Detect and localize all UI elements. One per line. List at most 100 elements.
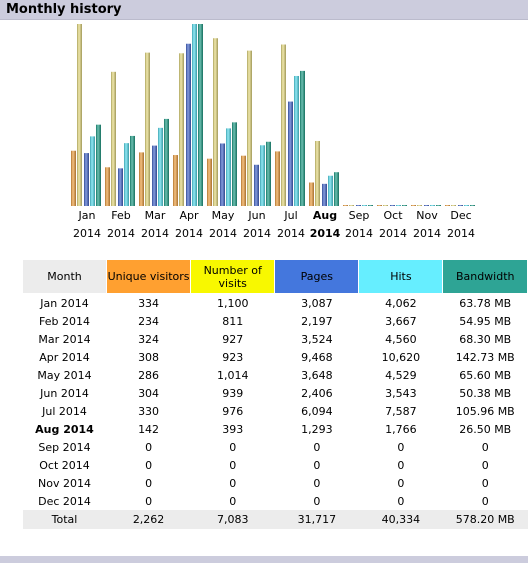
- cell-pages: 3,524: [301, 332, 333, 346]
- total-hits: 40,334: [358, 510, 443, 529]
- bar-hits: [362, 205, 367, 206]
- total-label: Total: [22, 510, 107, 529]
- header-number-of-visits: Number of visits: [190, 259, 276, 294]
- cell-bandwidth: 142.73 MB: [455, 350, 515, 364]
- bar-unique-visitors: [445, 205, 450, 206]
- month-label: Dec: [450, 209, 471, 222]
- cell-month: Jun 2014: [40, 386, 89, 400]
- cell-unique-visitors: 286: [138, 368, 160, 382]
- month-label: Mar: [145, 209, 166, 222]
- bar-bandwidth: [198, 24, 203, 206]
- section-header: Monthly history: [0, 0, 528, 20]
- table-total-row: Total 2,262 7,083 31,717 40,334 578.20 M…: [22, 510, 528, 529]
- bar-pages: [84, 153, 89, 206]
- bar-pages: [254, 164, 259, 206]
- bar-unique-visitors: [411, 205, 416, 206]
- bar-number-of-visits: [213, 38, 218, 206]
- month-label: 2014: [175, 227, 203, 240]
- cell-number-of-visits: 976: [222, 404, 244, 418]
- cell-bandwidth: 68.30 MB: [459, 332, 512, 346]
- bar-hits: [430, 205, 435, 206]
- cell-number-of-visits: 811: [222, 314, 244, 328]
- section-title: Monthly history: [6, 2, 122, 17]
- total-bandwidth: 578.20 MB: [442, 510, 528, 529]
- cell-bandwidth: 0: [481, 476, 489, 490]
- bar-hits: [192, 24, 197, 206]
- bar-bandwidth: [470, 205, 475, 206]
- cell-number-of-visits: 0: [229, 458, 237, 472]
- cell-bandwidth: 65.60 MB: [459, 368, 512, 382]
- cell-pages: 2,197: [301, 314, 333, 328]
- cell-number-of-visits: 1,100: [216, 296, 249, 310]
- cell-number-of-visits: 0: [229, 476, 237, 490]
- bar-hits: [328, 175, 333, 206]
- bar-bandwidth: [232, 122, 237, 206]
- bar-unique-visitors: [207, 158, 212, 206]
- table-row: Jun 2014 304 939 2,406 3,543 50.38 MB: [23, 384, 528, 402]
- bar-bandwidth: [266, 141, 271, 206]
- cell-unique-visitors: 234: [138, 314, 160, 328]
- cell-bandwidth: 0: [481, 440, 489, 454]
- bar-unique-visitors: [71, 150, 76, 206]
- table-row: Sep 2014 0 0 0 0 0: [23, 438, 528, 456]
- month-label: Feb: [111, 209, 130, 222]
- cell-hits: 0: [397, 458, 405, 472]
- bar-pages: [390, 205, 395, 206]
- cell-pages: 1,293: [301, 422, 333, 436]
- chart-month-labels: Jan 2014 Feb 2014 Mar 2014 Apr 2014 May 2014 Jun 20…: [73, 209, 475, 240]
- month-label: Jun: [247, 209, 265, 222]
- cell-unique-visitors: 0: [145, 494, 153, 508]
- bar-number-of-visits: [383, 205, 388, 206]
- cell-unique-visitors: 330: [138, 404, 160, 418]
- header-hits: Hits: [358, 259, 444, 294]
- cell-pages: 0: [313, 494, 321, 508]
- cell-bandwidth: 0: [481, 458, 489, 472]
- cell-month: Dec 2014: [38, 494, 91, 508]
- cell-bandwidth: 63.78 MB: [459, 296, 512, 310]
- bar-bandwidth: [300, 70, 305, 206]
- bar-bandwidth: [96, 124, 101, 206]
- cell-hits: 4,529: [385, 368, 417, 382]
- month-label: 2014: [413, 227, 441, 240]
- bar-unique-visitors: [309, 182, 314, 206]
- cell-number-of-visits: 1,014: [216, 368, 249, 382]
- table-row: May 2014 286 1,014 3,648 4,529 65.60 MB: [23, 366, 528, 384]
- footer-bar: [0, 556, 528, 563]
- table-row: Mar 2014 324 927 3,524 4,560 68.30 MB: [23, 330, 528, 348]
- bar-unique-visitors: [275, 151, 280, 206]
- cell-month: Nov 2014: [38, 476, 91, 490]
- month-label: Jul: [283, 209, 297, 222]
- bar-bandwidth: [164, 118, 169, 206]
- bar-pages: [152, 145, 157, 206]
- cell-unique-visitors: 304: [138, 386, 160, 400]
- total-pages: 31,717: [274, 510, 359, 529]
- month-label: Oct: [383, 209, 403, 222]
- bar-pages: [424, 205, 429, 206]
- table-row: Apr 2014 308 923 9,468 10,620 142.73 MB: [23, 348, 528, 366]
- bar-hits: [464, 205, 469, 206]
- cell-pages: 0: [313, 440, 321, 454]
- cell-month: Apr 2014: [39, 350, 90, 364]
- cell-month: Oct 2014: [39, 458, 90, 472]
- cell-hits: 10,620: [381, 350, 421, 364]
- cell-month: Feb 2014: [39, 314, 90, 328]
- cell-month: May 2014: [37, 368, 92, 382]
- cell-bandwidth: 105.96 MB: [455, 404, 515, 418]
- bar-bandwidth: [402, 205, 407, 206]
- cell-number-of-visits: 927: [222, 332, 244, 346]
- cell-month: Sep 2014: [38, 440, 91, 454]
- month-label: 2014: [345, 227, 373, 240]
- month-label: Aug: [313, 209, 337, 222]
- cell-number-of-visits: 0: [229, 440, 237, 454]
- cell-number-of-visits: 0: [229, 494, 237, 508]
- cell-unique-visitors: 324: [138, 332, 160, 346]
- monthly-history-chart: Jan 2014 Feb 2014 Mar 2014 Apr 2014 May 2014 Jun 20…: [71, 24, 475, 240]
- cell-pages: 3,648: [301, 368, 333, 382]
- cell-hits: 0: [397, 440, 405, 454]
- bar-pages: [458, 205, 463, 206]
- bar-number-of-visits: [349, 205, 354, 206]
- bar-pages: [288, 101, 293, 206]
- cell-unique-visitors: 308: [138, 350, 160, 364]
- month-label: Sep: [349, 209, 370, 222]
- bar-unique-visitors: [343, 205, 348, 206]
